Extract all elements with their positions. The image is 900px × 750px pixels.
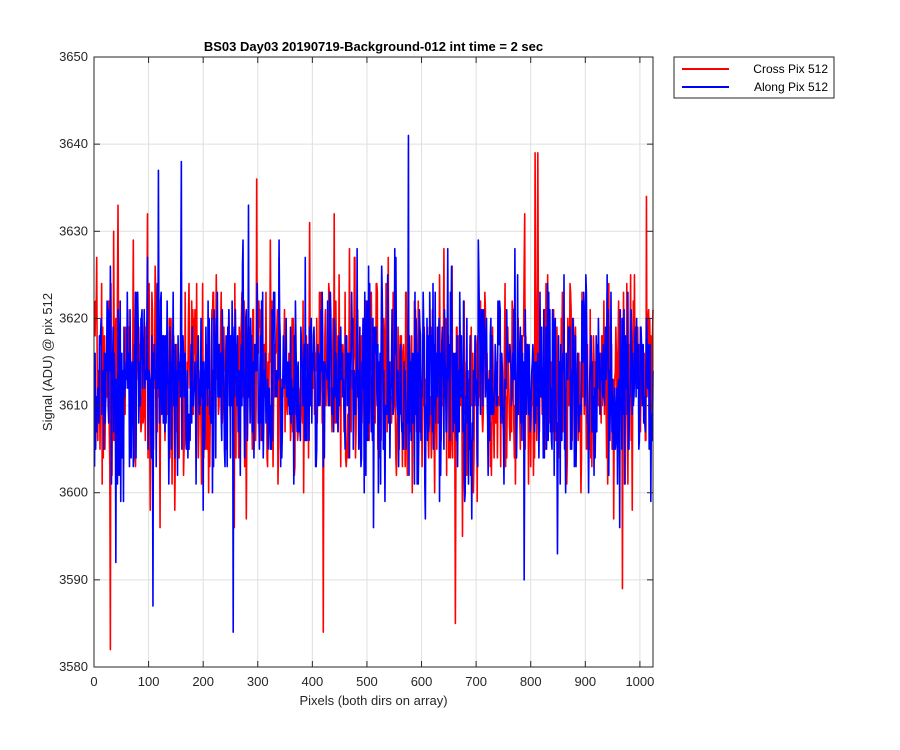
y-tick-label: 3600 — [59, 485, 88, 500]
y-tick-label: 3640 — [59, 136, 88, 151]
x-tick-label: 200 — [192, 674, 214, 689]
y-tick-label: 3630 — [59, 223, 88, 238]
x-tick-label: 500 — [356, 674, 378, 689]
x-tick-label: 0 — [90, 674, 97, 689]
x-tick-label: 1000 — [625, 674, 654, 689]
x-axis-title: Pixels (both dirs on array) — [299, 693, 447, 708]
x-tick-label: 100 — [138, 674, 160, 689]
x-tick-label: 900 — [574, 674, 596, 689]
series-lines — [93, 134, 654, 651]
series-line-along — [93, 134, 654, 633]
y-tick-label: 3650 — [59, 49, 88, 64]
y-tick-label: 3590 — [59, 572, 88, 587]
x-tick-label: 300 — [247, 674, 269, 689]
y-axis-title: Signal (ADU) @ pix 512 — [40, 293, 55, 431]
y-tick-label: 3580 — [59, 659, 88, 674]
x-tick-label: 400 — [302, 674, 324, 689]
axes-box — [93, 56, 654, 668]
legend-entry-cross: Cross Pix 512 — [753, 62, 828, 76]
axis-ticks: 0 100 200 300 400 500 600 700 800 900 1000 3580 3590… — [59, 49, 654, 689]
chart-title: BS03 Day03 20190719-Background-012 int t… — [204, 39, 543, 54]
x-tick-label: 600 — [411, 674, 433, 689]
x-tick-label: 800 — [520, 674, 542, 689]
y-tick-label: 3610 — [59, 398, 88, 413]
y-tick-label: 3620 — [59, 310, 88, 325]
x-tick-label: 700 — [465, 674, 487, 689]
legend[interactable]: Cross Pix 512 Along Pix 512 — [673, 56, 835, 99]
legend-box — [673, 56, 835, 99]
legend-entry-along: Along Pix 512 — [754, 80, 828, 94]
